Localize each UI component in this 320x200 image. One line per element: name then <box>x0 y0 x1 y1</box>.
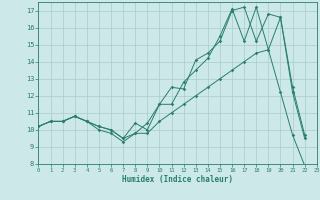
X-axis label: Humidex (Indice chaleur): Humidex (Indice chaleur) <box>122 175 233 184</box>
